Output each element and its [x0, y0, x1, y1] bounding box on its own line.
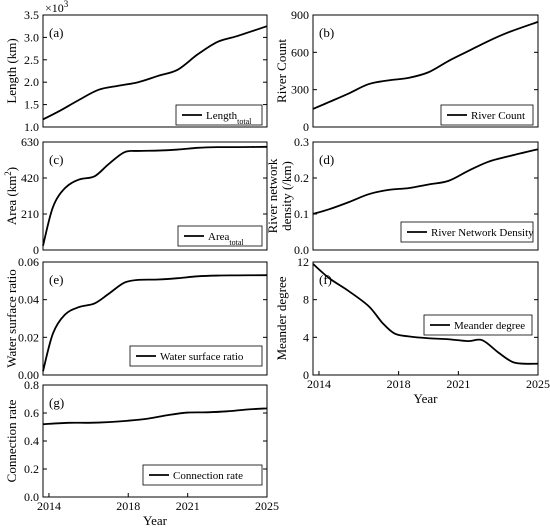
legend-label: River Count — [471, 110, 525, 122]
panel-label: (b) — [319, 25, 334, 40]
panel-label: (c) — [49, 152, 63, 167]
y-tick-label: 0.8 — [24, 378, 39, 392]
y-tick-label: 0.2 — [24, 462, 39, 476]
panel-label: (e) — [49, 272, 63, 287]
y-tick-label: 4 — [303, 330, 309, 344]
y-tick-label: 0.0 — [294, 243, 309, 257]
y-tick-label: 0.2 — [294, 171, 309, 185]
axes-frame — [42, 141, 268, 251]
axes-frame — [42, 261, 268, 376]
panel-b: 0 300 600 900 River Count (b) River Count — [274, 8, 539, 134]
series-line — [42, 274, 268, 372]
y-tick-label: 0.1 — [294, 207, 309, 221]
panel-label: (f) — [319, 272, 332, 287]
legend-box — [129, 345, 263, 367]
x-tick-label: 2021 — [176, 499, 200, 513]
y-tick-label: 3.0 — [24, 30, 39, 44]
y-axis-label: Area (km2) — [3, 167, 19, 225]
y-tick-label: 0 — [303, 120, 309, 134]
panel-g: 0.0 0.2 0.4 0.6 0.8 2014 2018 2021 2025 Year Conne… — [4, 378, 279, 528]
y-tick-label: 0.00 — [18, 368, 39, 382]
axes-frame — [312, 14, 539, 128]
axis-multiplier: ×103 — [45, 0, 69, 15]
panel-f: 0 4 8 12 2014 2018 2021 2025 Year Meander degree (… — [274, 255, 550, 406]
y-axis-label: River network — [265, 158, 280, 233]
y-axis-label: River Count — [274, 39, 289, 103]
axes-frame — [312, 261, 539, 376]
y-axis-label: Length (km) — [4, 38, 19, 103]
legend-label: River Network Density — [431, 227, 534, 239]
y-tick-label: 0.02 — [18, 330, 39, 344]
y-axis-label: Connection rate — [4, 399, 19, 482]
legend: Water surface ratio — [129, 345, 263, 367]
legend-box — [423, 314, 533, 336]
legend-box — [400, 221, 534, 243]
axes-frame — [42, 14, 268, 128]
y-tick-label: 0.4 — [24, 434, 39, 448]
y-tick-label: 0.0 — [24, 490, 39, 504]
series-line — [312, 148, 539, 215]
series-line — [312, 20, 539, 110]
y-tick-label: 630 — [21, 135, 39, 149]
legend-box — [177, 225, 263, 247]
x-tick-label: 2021 — [446, 377, 470, 391]
y-tick-label: 12 — [297, 255, 309, 269]
y-tick-label: 0.04 — [18, 293, 39, 307]
legend: River Network Density — [400, 221, 534, 243]
x-tick-label: 2014 — [307, 377, 331, 391]
legend: Lengthtotal — [175, 104, 263, 126]
legend: Areatotal — [177, 225, 263, 247]
panel-label: (a) — [49, 25, 63, 40]
y-tick-label: 600 — [291, 45, 309, 59]
y-tick-label: 900 — [291, 8, 309, 22]
y-axis-label-line2: density (/km) — [279, 161, 294, 231]
y-tick-label: 300 — [291, 83, 309, 97]
y-tick-label: 0 — [33, 243, 39, 257]
series-line — [42, 25, 268, 121]
x-axis-label: Year — [143, 513, 168, 528]
x-tick-label: 2014 — [37, 499, 61, 513]
panel-d: 0.0 0.1 0.2 0.3 River network density (/km) (d… — [265, 135, 539, 257]
series-line — [42, 145, 268, 246]
y-tick-label: 2.0 — [24, 75, 39, 89]
panel-c: 0 210 420 630 Area (km2) (c) Areatotal — [3, 135, 268, 257]
legend: Connection rate — [142, 464, 263, 486]
legend-label: Connection rate — [173, 470, 243, 482]
y-axis-label: Meander degree — [274, 276, 289, 360]
y-tick-label: 1.5 — [24, 98, 39, 112]
legend: Meander degree — [423, 314, 533, 336]
legend-label: Meander degree — [454, 320, 525, 332]
y-tick-label: 0.3 — [294, 135, 309, 149]
axes-frame — [312, 141, 539, 251]
legend-box — [142, 464, 263, 486]
y-tick-label: 0.6 — [24, 406, 39, 420]
series-line — [42, 407, 268, 426]
series-line — [312, 263, 539, 365]
panel-label: (g) — [49, 395, 64, 410]
x-tick-label: 2025 — [255, 499, 279, 513]
y-tick-label: 2.5 — [24, 53, 39, 67]
y-tick-label: 0.06 — [18, 255, 39, 269]
y-axis-label: Water surface ratio — [4, 269, 19, 368]
legend-box — [440, 104, 534, 126]
legend-label: Water surface ratio — [160, 351, 244, 363]
panel-label: (d) — [319, 152, 334, 167]
y-tick-label: 3.5 — [24, 8, 39, 22]
x-axis-label: Year — [414, 391, 439, 406]
x-tick-label: 2025 — [526, 377, 550, 391]
legend: River Count — [440, 104, 534, 126]
y-tick-label: 1.0 — [24, 120, 39, 134]
y-tick-label: 0 — [303, 368, 309, 382]
x-tick-label: 2018 — [116, 499, 140, 513]
legend-box — [175, 104, 263, 126]
panel-a: 1.0 1.5 2.0 2.5 3.0 3.5 Length (km) ×103 (a) Leng… — [4, 0, 268, 134]
y-tick-label: 420 — [21, 171, 39, 185]
x-tick-label: 2018 — [387, 377, 411, 391]
y-tick-label: 210 — [21, 207, 39, 221]
y-tick-label: 8 — [303, 293, 309, 307]
